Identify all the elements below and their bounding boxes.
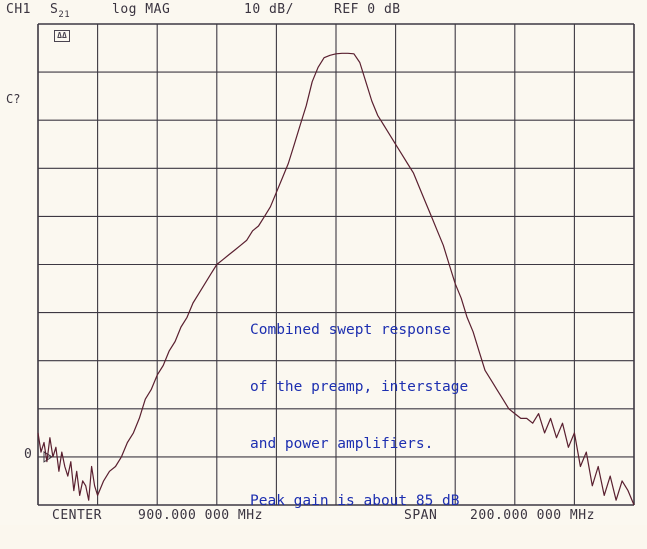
span-frequency: 200.000 000 MHz [470,508,595,523]
analyzer-chart [37,23,635,506]
s-parameter-label: S21 [50,2,71,20]
annotation-line-4: Peak gain is about 85 dB [250,493,460,509]
trace-layer [37,52,635,506]
center-frequency: 900.000 000 MHz [138,508,263,523]
format-label: log MAG [112,2,171,17]
marker-c-label: C? [6,92,21,106]
trace-line [37,52,635,506]
analyzer-screen: CH1 S21 log MAG 10 dB/ REF 0 dB ΔΔ C? 0 … [6,2,635,523]
graticule [37,23,635,506]
channel-label: CH1 [6,2,31,17]
reference-label: REF 0 dB [334,2,401,17]
center-label: CENTER [52,508,102,523]
reference-zero-label: 0 [24,447,32,462]
span-label: SPAN [404,508,438,523]
annotation-line-2: of the preamp, interstage [250,379,469,395]
annotation-text: Combined swept response of the preamp, i… [250,283,468,549]
scale-label: 10 dB/ [244,2,294,17]
annotation-line-1: Combined swept response [250,322,451,338]
annotation-line-3: and power amplifiers. [250,436,434,452]
delta-badge: ΔΔ [54,30,70,42]
